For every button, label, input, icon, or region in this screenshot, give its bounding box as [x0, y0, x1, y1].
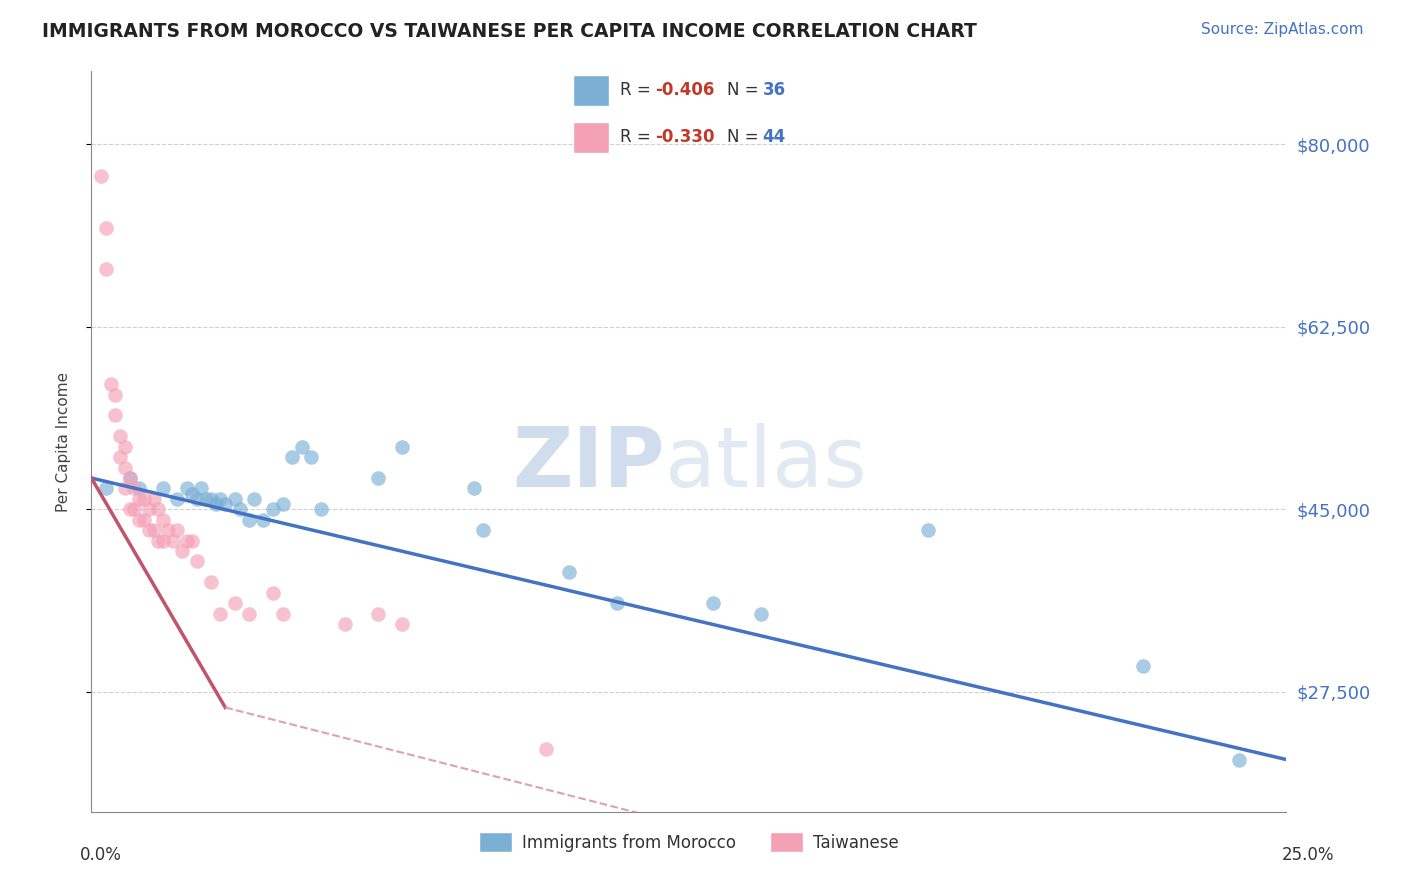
Point	[128, 513, 150, 527]
Point	[262, 586, 284, 600]
Point	[333, 617, 356, 632]
Point	[94, 220, 117, 235]
Point	[94, 482, 117, 496]
Point	[224, 596, 246, 610]
Text: 44: 44	[762, 128, 786, 146]
Point	[124, 502, 146, 516]
Point	[180, 486, 202, 500]
Text: R =: R =	[620, 128, 657, 146]
Point	[180, 533, 202, 548]
Point	[132, 491, 155, 506]
Text: -0.330: -0.330	[655, 128, 716, 146]
Point	[166, 523, 188, 537]
Point	[281, 450, 304, 465]
Point	[271, 497, 294, 511]
Point	[702, 596, 724, 610]
Point	[128, 491, 150, 506]
Point	[176, 533, 198, 548]
Point	[124, 482, 146, 496]
Point	[534, 742, 557, 756]
Point	[271, 607, 294, 621]
Point	[148, 502, 170, 516]
Text: 36: 36	[762, 81, 786, 99]
Point	[209, 607, 232, 621]
Point	[94, 262, 117, 277]
Point	[195, 491, 218, 506]
Text: 25.0%: 25.0%	[1281, 846, 1334, 863]
Point	[166, 491, 188, 506]
Point	[114, 440, 136, 454]
Point	[1132, 658, 1154, 673]
Point	[156, 523, 179, 537]
Point	[228, 502, 250, 516]
Point	[176, 482, 198, 496]
Point	[463, 482, 485, 496]
Point	[238, 513, 260, 527]
Point	[90, 169, 112, 183]
Point	[209, 491, 232, 506]
Y-axis label: Per Capita Income: Per Capita Income	[56, 371, 70, 512]
Point	[391, 440, 413, 454]
Point	[108, 450, 131, 465]
FancyBboxPatch shape	[574, 122, 609, 153]
Text: atlas: atlas	[665, 423, 866, 504]
Point	[186, 491, 208, 506]
Point	[391, 617, 413, 632]
Point	[128, 482, 150, 496]
Point	[108, 429, 131, 443]
Point	[104, 409, 127, 423]
Point	[138, 502, 160, 516]
Point	[558, 565, 581, 579]
Text: 0.0%: 0.0%	[80, 846, 122, 863]
Point	[367, 471, 389, 485]
Legend: Immigrants from Morocco, Taiwanese: Immigrants from Morocco, Taiwanese	[472, 825, 905, 859]
Point	[190, 482, 212, 496]
Point	[238, 607, 260, 621]
Point	[114, 482, 136, 496]
Point	[104, 387, 127, 401]
Point	[162, 533, 184, 548]
Point	[118, 471, 141, 485]
Point	[204, 497, 226, 511]
Point	[472, 523, 495, 537]
Point	[172, 544, 194, 558]
Point	[100, 377, 122, 392]
Text: R =: R =	[620, 81, 657, 99]
Point	[138, 523, 160, 537]
Point	[132, 513, 155, 527]
Point	[291, 440, 314, 454]
Point	[114, 460, 136, 475]
Point	[224, 491, 246, 506]
Point	[142, 491, 165, 506]
Point	[252, 513, 274, 527]
Point	[118, 471, 141, 485]
Text: ZIP: ZIP	[513, 423, 665, 504]
Point	[142, 523, 165, 537]
Point	[186, 554, 208, 568]
Point	[152, 482, 174, 496]
Text: -0.406: -0.406	[655, 81, 716, 99]
Point	[214, 497, 236, 511]
Point	[917, 523, 939, 537]
Point	[200, 575, 222, 590]
Text: IMMIGRANTS FROM MOROCCO VS TAIWANESE PER CAPITA INCOME CORRELATION CHART: IMMIGRANTS FROM MOROCCO VS TAIWANESE PER…	[42, 22, 977, 41]
Text: N =: N =	[727, 128, 763, 146]
Point	[299, 450, 322, 465]
Point	[367, 607, 389, 621]
Text: Source: ZipAtlas.com: Source: ZipAtlas.com	[1201, 22, 1364, 37]
Point	[152, 513, 174, 527]
Point	[243, 491, 266, 506]
Point	[262, 502, 284, 516]
Point	[1227, 753, 1250, 767]
Point	[606, 596, 628, 610]
Point	[118, 502, 141, 516]
Point	[152, 533, 174, 548]
Point	[200, 491, 222, 506]
Point	[148, 533, 170, 548]
Point	[309, 502, 332, 516]
Point	[749, 607, 772, 621]
Text: N =: N =	[727, 81, 763, 99]
FancyBboxPatch shape	[574, 75, 609, 105]
